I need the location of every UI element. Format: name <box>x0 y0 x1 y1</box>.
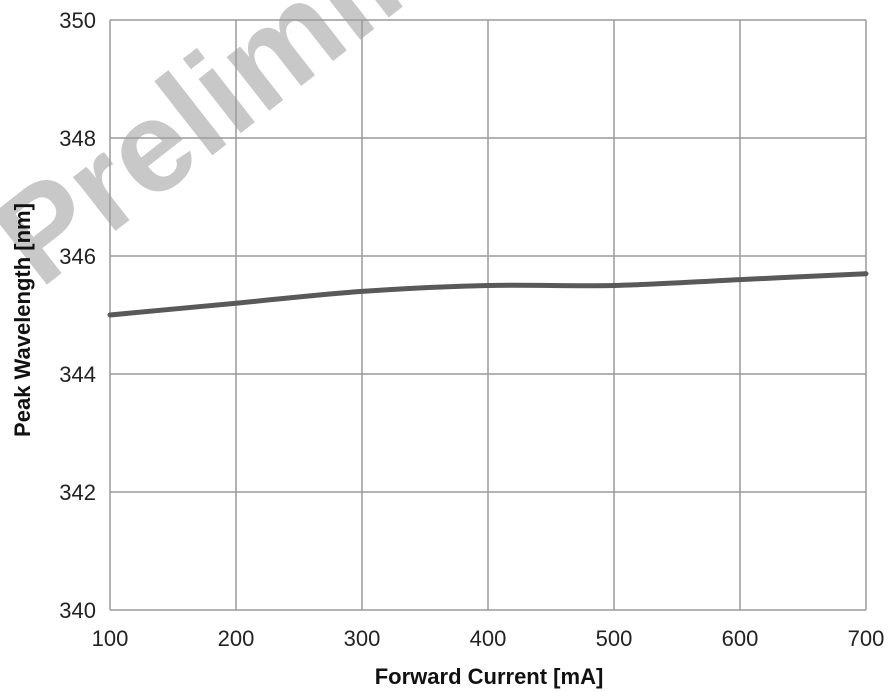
x-tick-label: 500 <box>596 626 633 651</box>
x-axis-title: Forward Current [mA] <box>375 664 604 689</box>
y-tick-label: 350 <box>59 8 96 33</box>
series-line <box>107 271 869 318</box>
y-tick-label: 348 <box>59 126 96 151</box>
y-tick-label: 340 <box>59 598 96 623</box>
y-axis-ticks: 340 342 344 346 348 350 <box>59 8 96 623</box>
y-axis-title: Peak Wavelength [nm] <box>10 203 35 437</box>
y-tick-label: 346 <box>59 244 96 269</box>
grid <box>109 19 867 611</box>
x-tick-label: 400 <box>470 626 507 651</box>
series-layer <box>107 271 869 318</box>
x-tick-label: 600 <box>722 626 759 651</box>
x-axis-ticks: 100 200 300 400 500 600 700 <box>92 626 885 651</box>
y-tick-label: 344 <box>59 362 96 387</box>
x-tick-label: 700 <box>848 626 885 651</box>
x-tick-label: 300 <box>344 626 381 651</box>
x-tick-label: 200 <box>218 626 255 651</box>
x-tick-label: 100 <box>92 626 129 651</box>
y-tick-label: 342 <box>59 480 96 505</box>
